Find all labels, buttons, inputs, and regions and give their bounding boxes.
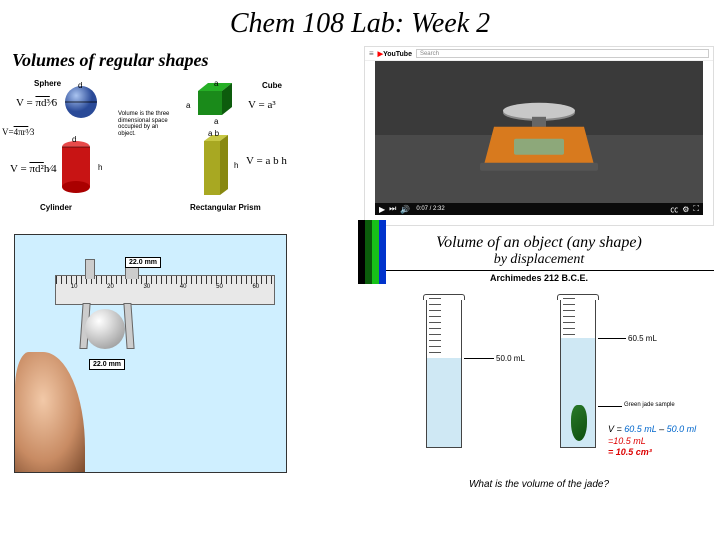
- sphere-formula: V = πd³⁄6: [16, 97, 57, 109]
- shapes-heading: Volumes of regular shapes: [10, 46, 360, 77]
- cube-formula: V = a³: [248, 99, 276, 111]
- sphere-dim-d: d: [78, 81, 82, 90]
- cyl-dim-h: h: [98, 163, 102, 172]
- archimedes-label: Archimedes 212 B.C.E.: [364, 273, 714, 283]
- panel-grid: Volumes of regular shapes Sphere d V = π…: [0, 46, 720, 490]
- cube-label: Cube: [262, 81, 282, 90]
- volume-icon[interactable]: 🔊: [400, 205, 410, 214]
- volume-equation: V = 60.5 mL – 50.0 ml =10.5 mL = 10.5 cm…: [608, 424, 696, 459]
- prism-dim-h: h: [234, 161, 238, 170]
- panel-regular-shapes: Volumes of regular shapes Sphere d V = π…: [10, 46, 360, 226]
- play-icon[interactable]: ▶: [379, 205, 385, 214]
- displacement-question: What is the volume of the jade?: [364, 479, 714, 490]
- video-controls: ▶ ⏭ 🔊 0:07 / 2:32 ㏄ ⚙ ⛶: [375, 203, 703, 215]
- balance-scale-icon: [474, 101, 604, 191]
- cylinder-icon: [58, 139, 94, 199]
- youtube-logo[interactable]: ▶YouTube: [378, 50, 412, 58]
- thumb: [15, 352, 85, 472]
- graduated-cylinder-1: [426, 298, 462, 448]
- caliper-jaw-fixed-top: [85, 259, 95, 279]
- caliper-ruler: 102030405060: [55, 275, 275, 305]
- cube-dim-a2: a: [186, 101, 190, 110]
- cyl-formula: V = πd²h⁄4: [10, 163, 57, 175]
- cyl-dim-d: d: [72, 135, 76, 144]
- marble-sample: [85, 309, 125, 349]
- reading-callout-top: 22.0 mm: [125, 257, 161, 268]
- jade-label: Green jade sample: [624, 402, 675, 408]
- caliper-jaw-slide: [123, 303, 134, 349]
- cylinders-diagram: 50.0 mL 60.5 mL Green jade sample V = 60…: [392, 298, 710, 472]
- video-player[interactable]: ▶ ⏭ 🔊 0:07 / 2:32 ㏄ ⚙ ⛶: [375, 61, 703, 215]
- fullscreen-icon[interactable]: ⛶: [693, 204, 699, 214]
- cylinder-label: Cylinder: [40, 203, 72, 212]
- panel-video-balance: ≡ ▶YouTube Search ▶ ⏭ 🔊 0:0: [364, 46, 714, 226]
- cube-dim-a3: a: [214, 117, 218, 126]
- shapes-diagram: Sphere d V = πd³⁄6 V=4πr³⁄3 Cube a a a V…: [10, 77, 360, 217]
- youtube-header: ≡ ▶YouTube Search: [365, 47, 713, 61]
- panel-caliper: 102030405060 22.0 mm 22.0 mm: [10, 230, 360, 490]
- decorative-bars: [358, 220, 386, 284]
- video-timecode: 0:07 / 2:32: [416, 206, 444, 212]
- settings-icon[interactable]: ⚙: [682, 205, 689, 214]
- graduated-cylinder-2: [560, 298, 596, 448]
- prism-dims-ab: a b: [208, 129, 219, 138]
- cube-dim-a1: a: [214, 79, 218, 88]
- displacement-subtitle: by displacement: [364, 252, 714, 268]
- jade-sample: [571, 405, 587, 441]
- menu-icon[interactable]: ≡: [369, 49, 374, 58]
- prism-icon: [200, 131, 234, 201]
- displacement-title: Volume of an object (any shape): [364, 230, 714, 252]
- volume-definition: Volume is the three dimensional space oc…: [118, 111, 174, 137]
- prism-label: Rectangular Prism: [190, 203, 261, 212]
- captions-icon[interactable]: ㏄: [670, 204, 678, 215]
- sphere-label: Sphere: [34, 79, 61, 88]
- youtube-frame: ≡ ▶YouTube Search ▶ ⏭ 🔊 0:0: [364, 46, 714, 226]
- panel-displacement: Volume of an object (any shape) by displ…: [364, 230, 714, 490]
- search-input[interactable]: Search: [416, 49, 709, 58]
- prism-formula: V = a b h: [246, 155, 287, 167]
- ruler-numbers: 102030405060: [56, 284, 274, 290]
- reading-callout-bottom: 22.0 mm: [89, 359, 125, 370]
- caliper-photo: 102030405060 22.0 mm 22.0 mm: [14, 234, 287, 473]
- cyl1-reading: 50.0 mL: [496, 354, 525, 363]
- page-title: Chem 108 Lab: Week 2: [0, 0, 720, 46]
- next-icon[interactable]: ⏭: [389, 204, 396, 214]
- cyl2-reading: 60.5 mL: [628, 334, 657, 343]
- sphere-alt-formula: V=4πr³⁄3: [2, 127, 34, 137]
